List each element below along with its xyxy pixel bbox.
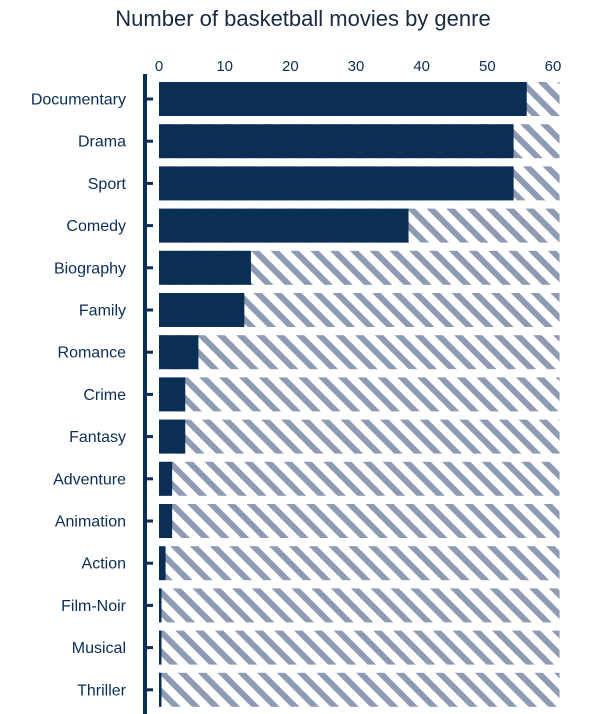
y-tick-romance xyxy=(147,350,153,354)
bar-romance xyxy=(159,335,199,370)
background-bar-musical xyxy=(159,630,560,665)
bar-animation xyxy=(159,504,173,538)
category-label-animation: Animation xyxy=(55,514,126,531)
bar-musical xyxy=(159,630,162,665)
category-label-crime: Crime xyxy=(83,387,126,404)
y-tick-adventure xyxy=(147,477,153,481)
bar-comedy xyxy=(159,208,409,243)
category-label-action: Action xyxy=(82,556,126,573)
category-label-thriller: Thriller xyxy=(77,682,127,699)
bar-adventure xyxy=(159,461,173,496)
bar-drama xyxy=(159,124,514,159)
bar-fantasy xyxy=(159,419,186,454)
y-tick-drama xyxy=(147,139,153,143)
bars xyxy=(159,82,527,707)
bar-thriller xyxy=(159,672,162,707)
x-tick-label-40: 40 xyxy=(413,58,430,75)
background-bar-adventure xyxy=(159,461,560,496)
y-tick-animation xyxy=(147,519,153,523)
background-bar-crime xyxy=(159,377,560,412)
x-axis-ticks: 0 10 20 30 40 50 60 xyxy=(155,58,562,75)
category-label-adventure: Adventure xyxy=(53,471,126,488)
background-bar-fantasy xyxy=(159,419,560,454)
category-label-musical: Musical xyxy=(72,640,126,657)
y-tick-sport xyxy=(147,181,153,185)
background-bar-thriller xyxy=(159,672,560,707)
category-label-biography: Biography xyxy=(54,260,126,277)
y-tick-musical xyxy=(147,646,153,650)
y-tick-crime xyxy=(147,392,153,396)
category-label-sport: Sport xyxy=(88,176,127,193)
category-label-family: Family xyxy=(79,303,126,320)
background-bar-action xyxy=(159,546,560,581)
category-labels: Documentary Drama Sport Comedy Biography Fami… xyxy=(31,92,127,700)
bar-family xyxy=(159,293,245,327)
y-axis xyxy=(143,74,153,714)
y-tick-documentary xyxy=(147,97,153,101)
y-tick-action xyxy=(147,561,153,565)
x-tick-label-50: 50 xyxy=(479,58,496,75)
y-tick-fantasy xyxy=(147,435,153,439)
bar-documentary xyxy=(159,82,527,116)
background-bar-animation xyxy=(159,504,560,538)
x-tick-label-10: 10 xyxy=(216,58,233,75)
bar-film-noir xyxy=(159,588,162,623)
category-label-romance: Romance xyxy=(58,345,127,362)
y-tick-film-noir xyxy=(147,603,153,607)
bar-biography xyxy=(159,250,251,285)
y-tick-thriller xyxy=(147,688,153,692)
category-label-documentary: Documentary xyxy=(31,92,126,109)
x-tick-label-60: 60 xyxy=(545,58,562,75)
y-axis-line xyxy=(143,74,147,714)
background-bar-romance xyxy=(159,335,560,370)
bar-sport xyxy=(159,166,514,201)
category-label-film-noir: Film-Noir xyxy=(61,598,127,615)
category-label-comedy: Comedy xyxy=(66,218,126,235)
x-tick-label-0: 0 xyxy=(155,58,163,75)
category-label-fantasy: Fantasy xyxy=(69,429,126,446)
bar-crime xyxy=(159,377,186,412)
x-tick-label-20: 20 xyxy=(282,58,299,75)
y-tick-comedy xyxy=(147,224,153,228)
x-tick-label-30: 30 xyxy=(348,58,365,75)
background-bar-film-noir xyxy=(159,588,560,623)
y-tick-family xyxy=(147,308,153,312)
bar-action xyxy=(159,546,166,581)
category-label-drama: Drama xyxy=(78,134,126,151)
y-tick-biography xyxy=(147,266,153,270)
chart-title: Number of basketball movies by genre xyxy=(115,6,490,31)
